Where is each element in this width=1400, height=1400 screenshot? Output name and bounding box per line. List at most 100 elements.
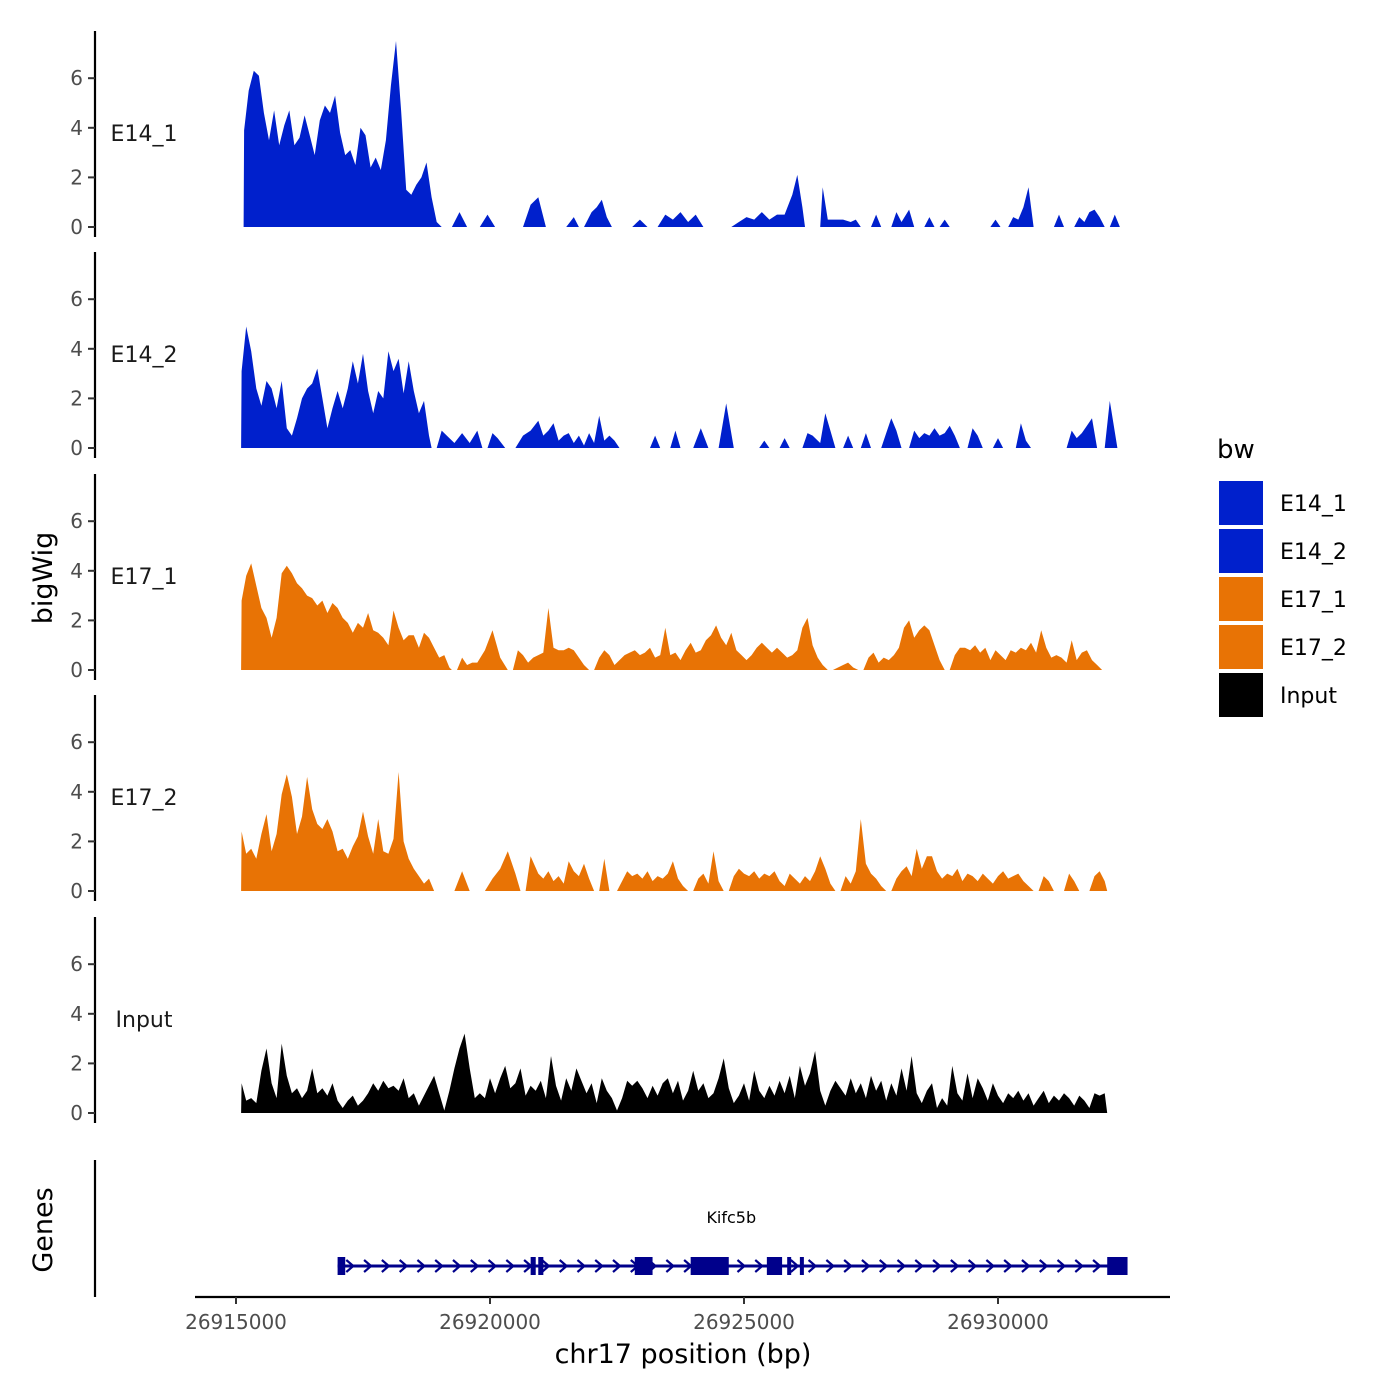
legend-label: E17_2 xyxy=(1280,636,1347,661)
strand-arrow xyxy=(576,1259,587,1273)
legend-key-E17_2 xyxy=(1217,623,1265,671)
y-tick-label: 2 xyxy=(70,165,83,189)
signal-area xyxy=(241,563,1108,670)
strand-arrow xyxy=(985,1259,996,1273)
gene-exon xyxy=(337,1257,346,1275)
signal-area xyxy=(241,326,1118,448)
legend-key-Input xyxy=(1217,671,1265,719)
strand-arrow xyxy=(487,1259,498,1273)
legend-label: E17_1 xyxy=(1280,588,1347,613)
strand-arrow xyxy=(736,1259,747,1273)
legend-label: Input xyxy=(1280,684,1337,709)
x-axis-title: chr17 position (bp) xyxy=(555,1339,812,1370)
track-label: E17_1 xyxy=(111,565,178,590)
track-label: E17_2 xyxy=(111,786,178,811)
y-tick-label: 2 xyxy=(70,1051,83,1075)
strand-arrow xyxy=(1074,1259,1084,1273)
legend-key-E14_2 xyxy=(1217,527,1265,575)
x-tick-label: 26915000 xyxy=(185,1310,287,1334)
y-tick-label: 4 xyxy=(70,559,83,583)
signal-tracks: 0 2 4 6 E14_1 0 2 4 6 E14_2 0 2 4 6 E17_1 0 2 4 6 E17_2 0 2 4 6… xyxy=(70,31,1120,1125)
track-E17_1: 0 2 4 6 E17_1 xyxy=(70,474,1108,682)
signal-area xyxy=(241,772,1108,891)
x-tick-label: 26920000 xyxy=(439,1310,541,1334)
y-tick-label: 4 xyxy=(70,116,83,140)
gene-exon xyxy=(766,1257,783,1275)
track-E14_2: 0 2 4 6 E14_2 xyxy=(70,252,1118,460)
gene-exon xyxy=(530,1257,536,1275)
gene-exon xyxy=(799,1257,804,1275)
y-tick-label: 2 xyxy=(70,829,83,853)
y-tick-label: 6 xyxy=(70,509,83,533)
strand-arrow xyxy=(861,1259,871,1273)
strand-arrow xyxy=(1003,1259,1013,1273)
legend-key-E14_1 xyxy=(1217,479,1265,527)
signal-area xyxy=(241,1033,1108,1113)
strand-arrow xyxy=(932,1259,942,1273)
y-tick-label: 0 xyxy=(70,879,83,903)
gene-name-label: Kifc5b xyxy=(706,1208,756,1227)
strand-arrow xyxy=(950,1259,960,1273)
strand-arrow xyxy=(843,1259,853,1273)
y-tick-label: 0 xyxy=(70,215,83,239)
strand-arrow xyxy=(878,1259,889,1273)
strand-arrow xyxy=(1092,1259,1102,1273)
y-tick-label: 0 xyxy=(70,436,83,460)
strand-arrow xyxy=(1021,1259,1031,1273)
track-Input: 0 2 4 6 Input xyxy=(70,917,1108,1125)
strand-arrow xyxy=(541,1259,551,1273)
strand-arrow xyxy=(381,1259,391,1273)
strand-arrow xyxy=(1039,1259,1049,1273)
y-tick-label: 4 xyxy=(70,1002,83,1026)
track-E17_2: 0 2 4 6 E17_2 xyxy=(70,695,1108,903)
track-label: E14_1 xyxy=(111,122,178,147)
strand-arrow xyxy=(914,1259,924,1273)
strand-arrow xyxy=(896,1259,907,1273)
y-tick-label: 6 xyxy=(70,287,83,311)
legend-key-E17_1 xyxy=(1217,575,1265,623)
y-tick-label: 6 xyxy=(70,66,83,90)
y-tick-label: 2 xyxy=(70,386,83,410)
gene-exon xyxy=(1107,1257,1128,1275)
strand-arrow xyxy=(398,1259,409,1273)
y-tick-label: 0 xyxy=(70,1101,83,1125)
track-label: Input xyxy=(116,1008,173,1033)
legend-title: bw xyxy=(1217,435,1255,465)
y-tick-label: 6 xyxy=(70,952,83,976)
strand-arrow xyxy=(790,1259,800,1273)
strand-arrow xyxy=(505,1259,516,1273)
strand-arrow xyxy=(967,1259,978,1273)
strand-arrow xyxy=(1056,1259,1067,1273)
strand-arrow xyxy=(665,1259,676,1273)
strand-arrow xyxy=(807,1259,818,1273)
legend: bw E14_1 E14_2 E17_1 E17_2 Input xyxy=(1217,435,1347,719)
y-axis-title: bigWig xyxy=(28,532,59,625)
strand-arrow xyxy=(558,1259,569,1273)
strand-arrow xyxy=(470,1259,480,1273)
strand-arrow xyxy=(594,1259,604,1273)
y-tick-label: 4 xyxy=(70,780,83,804)
track-label: E14_2 xyxy=(111,343,178,368)
y-tick-label: 4 xyxy=(70,337,83,361)
strand-arrow xyxy=(345,1259,355,1273)
x-tick-label: 26930000 xyxy=(947,1310,1049,1334)
strand-arrow xyxy=(363,1259,373,1273)
strand-arrow xyxy=(416,1259,427,1273)
gene-panel-title: Genes xyxy=(28,1187,59,1272)
gene-exon xyxy=(634,1257,653,1275)
strand-arrow xyxy=(452,1259,462,1273)
strand-arrow xyxy=(612,1259,622,1273)
x-tick-label: 26925000 xyxy=(693,1310,795,1334)
y-tick-label: 6 xyxy=(70,730,83,754)
legend-label: E14_2 xyxy=(1280,540,1347,565)
gene-exon xyxy=(690,1257,729,1275)
strand-arrow xyxy=(754,1259,764,1273)
signal-area xyxy=(243,41,1120,227)
y-tick-label: 0 xyxy=(70,658,83,682)
y-tick-label: 2 xyxy=(70,608,83,632)
strand-arrow xyxy=(825,1259,836,1273)
gene-panel: Kifc5b xyxy=(93,1160,1128,1297)
legend-label: E14_1 xyxy=(1280,492,1347,517)
